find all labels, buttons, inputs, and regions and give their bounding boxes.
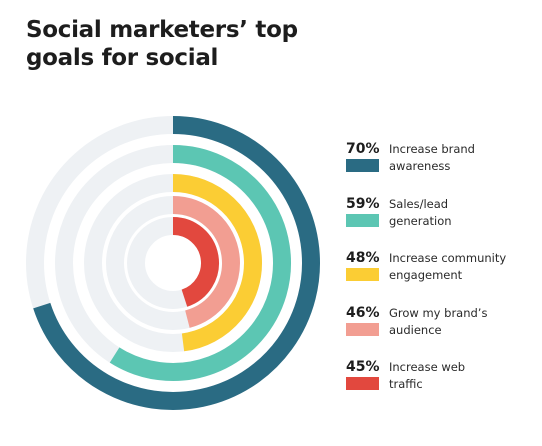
legend-value: 59% bbox=[346, 196, 380, 212]
legend-item-sales-lead-generation: 59% Sales/lead generation bbox=[346, 195, 536, 247]
ring-bar-3 bbox=[172, 174, 262, 352]
legend-item-brand-audience: 46% Grow my brand’s audience bbox=[346, 304, 536, 356]
legend-item-web-traffic: 45% Increase web traffic bbox=[346, 358, 536, 410]
legend-label: Increase web traffic bbox=[389, 360, 466, 391]
chart-title-line-2: goals for social bbox=[26, 45, 219, 71]
legend-swatch bbox=[346, 377, 379, 390]
legend-swatch bbox=[346, 159, 379, 172]
legend-value: 48% bbox=[346, 250, 380, 266]
legend-swatch bbox=[346, 268, 379, 281]
chart-title-line-1: Social marketers’ top bbox=[26, 17, 298, 43]
ring-bar-2 bbox=[109, 145, 291, 381]
ring-bar-4 bbox=[172, 196, 240, 328]
legend-label: Increase brand awareness bbox=[389, 142, 475, 173]
legend-item-brand-awareness: 70% Increase brand awareness bbox=[346, 140, 536, 192]
legend-item-community-engagement: 48% Increase community engagement bbox=[346, 249, 536, 301]
legend-label: Sales/lead generation bbox=[389, 197, 452, 228]
legend-value: 46% bbox=[346, 305, 380, 321]
legend-swatch bbox=[346, 323, 379, 336]
legend-value: 70% bbox=[346, 141, 380, 157]
ring-bar-5 bbox=[172, 217, 219, 307]
chart-title: Social marketers’ top goals for social bbox=[26, 16, 346, 72]
legend-label: Increase community engagement bbox=[389, 251, 507, 282]
legend-value: 45% bbox=[346, 359, 380, 375]
legend-swatch bbox=[346, 214, 379, 227]
ring-bar-1 bbox=[33, 116, 320, 410]
legend-label: Grow my brand’s audience bbox=[389, 306, 488, 337]
